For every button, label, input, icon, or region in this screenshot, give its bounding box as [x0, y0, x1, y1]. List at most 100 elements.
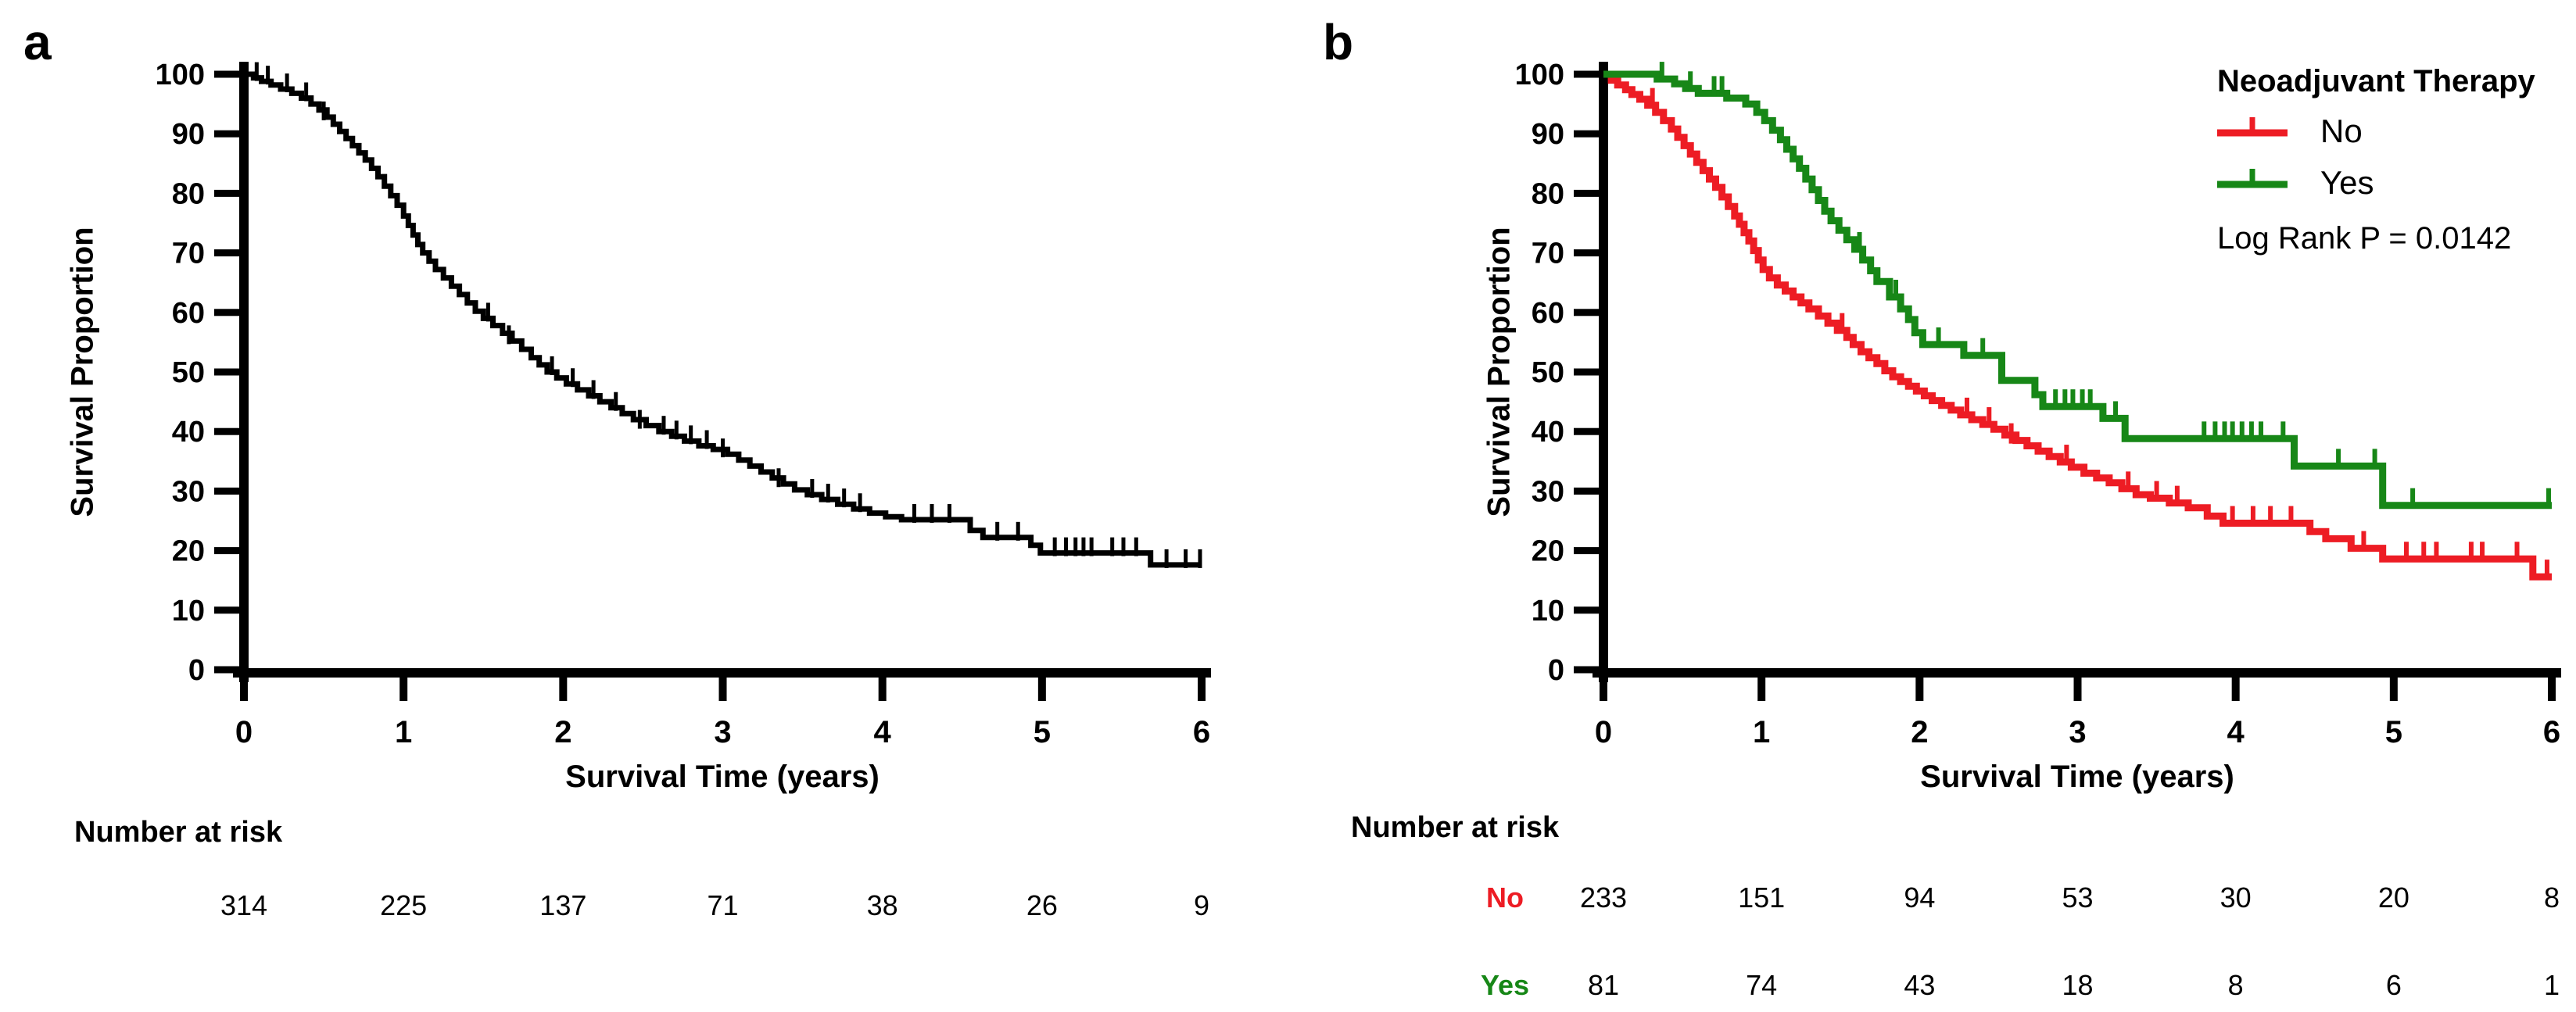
panel-b-y-axis-title: Survival Proportion	[1481, 227, 1517, 517]
censor-mark-yes	[2053, 389, 2058, 410]
panel-a-number-at-risk-heading: Number at risk	[74, 816, 283, 849]
censor-mark-yes	[1936, 327, 1941, 348]
panel-b-x-tick	[1757, 673, 1766, 701]
panel-b-y-tick-label: 90	[1532, 118, 1564, 151]
censor-mark-all-patients	[1184, 549, 1188, 568]
panel-a-x-tick	[399, 673, 408, 701]
panel-b-y-tick-label: 10	[1532, 595, 1564, 628]
panel-a-x-tick	[878, 673, 887, 701]
censor-mark-all-patients	[930, 503, 934, 523]
censor-mark-yes	[2410, 488, 2416, 509]
panel-b-x-tick-label: 4	[2227, 715, 2245, 749]
censor-mark-no	[1840, 313, 1845, 334]
censor-mark-yes	[1857, 232, 1862, 253]
log-rank-p-value: Log Rank P = 0.0142	[2217, 221, 2512, 256]
censor-mark-no	[2064, 445, 2069, 466]
panel-b-y-tick-label: 0	[1548, 654, 1564, 687]
risk-count: 94	[1904, 881, 1935, 914]
panel-a-y-tick-label: 0	[188, 654, 205, 687]
censor-mark-all-patients	[661, 416, 666, 435]
panel-b-x-tick-label: 6	[2543, 715, 2560, 749]
censor-mark-all-patients	[1121, 537, 1126, 556]
risk-count: 43	[1904, 969, 1935, 1001]
censor-mark-no	[2288, 506, 2294, 527]
panel-b-y-tick	[1574, 70, 1600, 78]
censor-mark-yes	[1711, 76, 1717, 97]
panel-b-number-at-risk-heading: Number at risk	[1351, 811, 1560, 844]
panel-a-x-tick	[1037, 673, 1046, 701]
panel-a-x-tick	[559, 673, 568, 701]
censor-mark-all-patients	[571, 368, 575, 388]
censor-mark-yes	[2212, 421, 2218, 442]
panel-b-x-axis-title: Survival Time (years)	[1920, 760, 2234, 794]
censor-mark-all-patients	[1198, 549, 1202, 568]
survival-curve-all-patients	[244, 71, 1202, 568]
risk-count: 53	[2062, 881, 2093, 914]
censor-mark-all-patients	[995, 521, 1000, 541]
panel-b-x-tick-label: 2	[1911, 715, 1928, 749]
panel-b-y-tick-label: 20	[1532, 535, 1564, 568]
censor-mark-all-patients	[1063, 537, 1068, 556]
censor-mark-yes	[2087, 389, 2093, 410]
panel-b-x-tick	[2548, 673, 2556, 701]
censor-mark-no	[1987, 407, 1992, 428]
censor-mark-all-patients	[266, 66, 270, 85]
panel-a-y-tick-label: 60	[172, 297, 205, 330]
risk-count: 1	[2544, 969, 2560, 1001]
censor-mark-no	[2514, 542, 2520, 563]
panel-a-y-tick	[214, 606, 241, 614]
risk-count: 8	[2228, 969, 2244, 1001]
censor-mark-yes	[2372, 449, 2377, 470]
censor-mark-yes	[1980, 338, 1986, 359]
censor-mark-no	[2421, 542, 2427, 563]
censor-mark-yes	[2070, 389, 2076, 410]
censor-mark-no	[1650, 88, 1655, 109]
panel-b-x-tick	[2389, 673, 2398, 701]
censor-mark-all-patients	[321, 101, 326, 120]
censor-mark-yes	[2248, 421, 2254, 442]
panel-b-chart: 0 10 20 30 40 50 60 70 80 90 100 0 1 2 3 4 5 6 No 233 151 94 5…	[1481, 59, 2562, 1001]
censor-mark-yes	[1719, 76, 1725, 97]
panel-b-y-tick	[1574, 487, 1600, 495]
panel-a-x-tick-label: 1	[395, 715, 412, 749]
panel-a-x-tick-label: 0	[235, 715, 253, 749]
panel-b-y-tick	[1574, 666, 1600, 674]
risk-count: 225	[380, 889, 427, 921]
risk-count: 38	[867, 889, 898, 921]
risk-count: 151	[1738, 881, 1785, 914]
panel-a-y-tick	[214, 427, 241, 435]
censor-mark-all-patients	[1073, 537, 1078, 556]
panel-b-y-tick	[1574, 249, 1600, 257]
panel-b-x-tick-label: 1	[1753, 715, 1770, 749]
legend-title: Neoadjuvant Therapy	[2217, 64, 2535, 98]
legend-yes-symbol-censor-nub	[2249, 169, 2255, 184]
panel-a-y-tick	[214, 368, 241, 376]
panel-a-x-tick	[240, 673, 248, 701]
censor-mark-all-patients	[507, 325, 511, 345]
censor-mark-yes	[2336, 449, 2341, 470]
panel-a-y-tick	[214, 309, 241, 316]
risk-count: 71	[707, 889, 738, 921]
censor-mark-all-patients	[1110, 537, 1115, 556]
censor-mark-all-patients	[858, 493, 862, 513]
panel-a-x-tick	[718, 673, 727, 701]
panel-a-y-axis	[239, 62, 249, 682]
panel-b-y-tick	[1574, 368, 1600, 376]
panel-a-x-axis-title: Survival Time (years)	[565, 760, 880, 794]
panel-a-y-tick	[214, 130, 241, 138]
panel-a-chart: 0 10 20 30 40 50 60 70 80 90 100 0 1 2 3 4 5 6 314 225 137 71…	[156, 59, 1212, 921]
panel-b-x-tick-label: 0	[1595, 715, 1612, 749]
censor-mark-yes	[1659, 62, 1664, 83]
censor-mark-all-patients	[776, 468, 781, 488]
panel-a-y-tick-label: 90	[172, 118, 205, 151]
panel-b-x-tick	[2231, 673, 2240, 701]
legend-entry-label-no: No	[2320, 113, 2363, 149]
censor-mark-all-patients	[637, 409, 642, 429]
censor-mark-all-patients	[689, 425, 693, 445]
legend-no-symbol-censor-nub	[2249, 117, 2255, 133]
censor-mark-all-patients	[550, 356, 554, 375]
censor-mark-no	[2268, 506, 2273, 527]
panel-a-y-tick	[214, 70, 241, 78]
censor-mark-no	[2480, 542, 2485, 563]
